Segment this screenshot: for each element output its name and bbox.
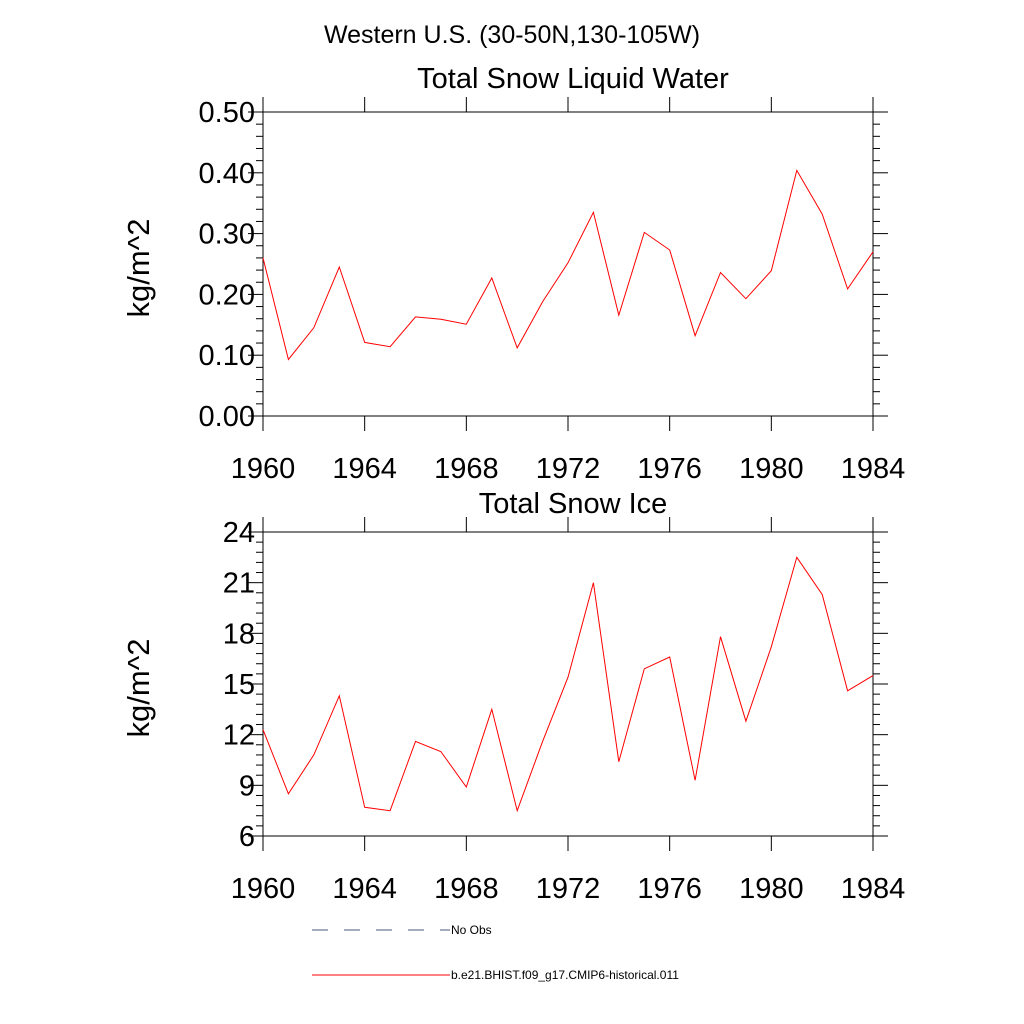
panel-snow-ice: Total Snow Ice kg/m^2 1960 1964 1968 1972 1976… — [121, 488, 905, 905]
legend: No Obs b.e21.BHIST.f09_g17.CMIP6-historic… — [312, 923, 679, 982]
panel-title: Total Snow Liquid Water — [417, 63, 729, 95]
x-tick-label: 1968 — [434, 873, 499, 905]
x-tick-label: 1972 — [536, 453, 601, 485]
x-tick-label: 1960 — [231, 873, 296, 905]
panel-title: Total Snow Ice — [479, 488, 668, 520]
series-line — [262, 556, 874, 813]
legend-label: b.e21.BHIST.f09_g17.CMIP6-historical.011 — [451, 968, 679, 982]
x-tick-label: 1980 — [739, 873, 804, 905]
figure-suptitle: Western U.S. (30-50N,130-105W) — [324, 21, 700, 49]
x-tick-label: 1984 — [841, 873, 906, 905]
y-tick-label: 12 — [223, 720, 255, 752]
x-tick-label: 1976 — [637, 453, 702, 485]
y-tick-label: 21 — [223, 568, 255, 600]
y-tick-label: 6 — [239, 821, 255, 853]
x-tick-label: 1960 — [231, 453, 296, 485]
y-tick-label: 0.20 — [199, 279, 255, 311]
x-tick-label: 1964 — [332, 873, 397, 905]
y-tick-label: 24 — [223, 517, 255, 549]
x-tick-label: 1976 — [637, 873, 702, 905]
plot-frame — [262, 111, 874, 417]
x-tick-label: 1964 — [332, 453, 397, 485]
y-tick-label: 0.30 — [199, 219, 255, 251]
y-tick-label: 9 — [239, 770, 255, 802]
plot-frame — [262, 531, 874, 837]
x-tick-label: 1972 — [536, 873, 601, 905]
y-tick-label: 18 — [223, 618, 255, 650]
y-tick-label: 0.10 — [199, 340, 255, 372]
y-axis-label: kg/m^2 — [121, 219, 156, 318]
series-line — [262, 169, 874, 361]
legend-label: No Obs — [451, 923, 492, 937]
y-tick-label: 0.50 — [199, 97, 255, 129]
x-tick-label: 1968 — [434, 453, 499, 485]
y-axis-label: kg/m^2 — [121, 639, 156, 738]
y-tick-label: 0.00 — [199, 401, 255, 433]
x-tick-label: 1984 — [841, 453, 906, 485]
x-tick-label: 1980 — [739, 453, 804, 485]
y-tick-label: 0.40 — [199, 158, 255, 190]
panel-snow-liquid-water: Total Snow Liquid Water kg/m^2 1960 1964 196… — [121, 63, 905, 485]
y-tick-label: 15 — [223, 669, 255, 701]
